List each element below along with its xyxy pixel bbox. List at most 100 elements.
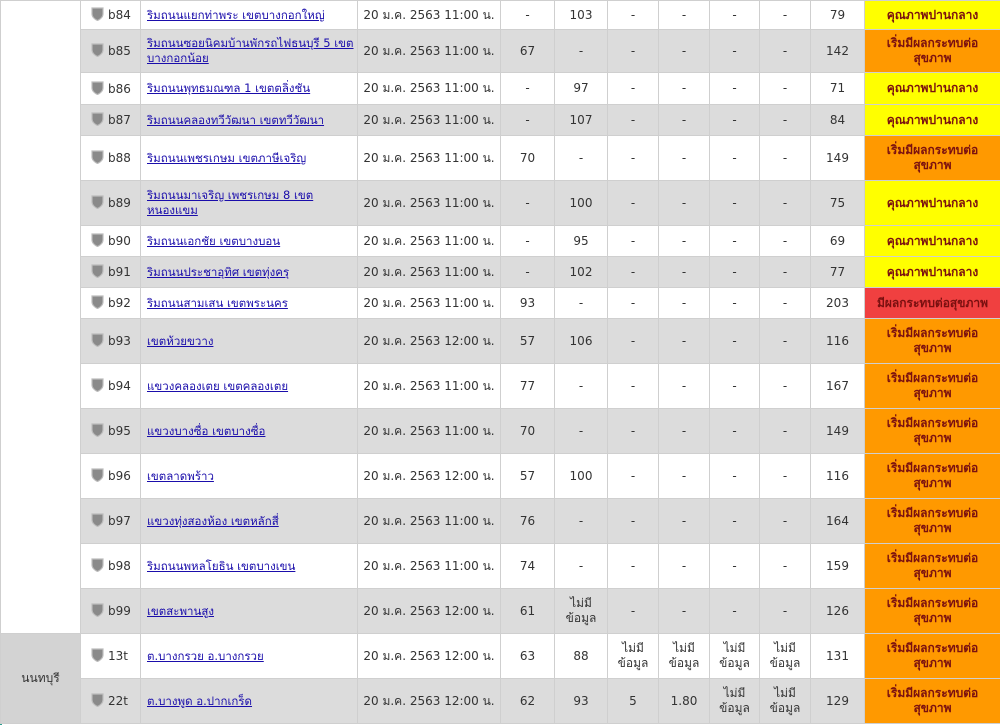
- pollutant-value: ไม่มี ข้อมูล: [759, 633, 811, 679]
- station-id: b85: [80, 29, 141, 73]
- pollutant-value: -: [709, 363, 760, 409]
- pollutant-value: 67: [500, 29, 555, 73]
- table-row: b96 เขตลาดพร้าว 20 ม.ค. 2563 12:00 น. 57 100…: [1, 453, 1000, 499]
- station-location-link[interactable]: ริมถนนประชาอุทิศ เขตทุ่งครุ: [147, 264, 290, 279]
- pollutant-value: -: [759, 29, 811, 73]
- pollutant-value: -: [709, 225, 760, 257]
- status-badge: คุณภาพปานกลาง: [864, 180, 1000, 226]
- pollutant-value: 93: [500, 287, 555, 319]
- pollutant-value: -: [759, 72, 811, 105]
- station-location-link[interactable]: แขวงบางซื่อ เขตบางซื่อ: [147, 423, 266, 438]
- station-location-link[interactable]: แขวงคลองเตย เขตคลองเตย: [147, 378, 289, 393]
- status-badge: คุณภาพปานกลาง: [864, 72, 1000, 105]
- location-cell: แขวงทุ่งสองห้อง เขตหลักสี่: [140, 498, 358, 544]
- shield-icon: [91, 112, 104, 127]
- measurement-date: 20 ม.ค. 2563 12:00 น.: [357, 678, 501, 724]
- pollutant-value: -: [554, 287, 608, 319]
- aqi-value: 71: [810, 72, 865, 105]
- pollutant-value: 76: [500, 498, 555, 544]
- pollutant-value: -: [607, 180, 659, 226]
- pollutant-value: ไม่มี ข้อมูล: [759, 678, 811, 724]
- pollutant-value: -: [658, 588, 710, 634]
- location-cell: ริมถนนเอกชัย เขตบางบอน: [140, 225, 358, 257]
- status-badge: เริ่มมีผลกระทบต่อสุขภาพ: [864, 135, 1000, 181]
- table-row: b99 เขตสะพานสูง 20 ม.ค. 2563 12:00 น. 61 ไม่…: [1, 588, 1000, 634]
- pollutant-value: -: [759, 104, 811, 136]
- pollutant-value: ไม่มี ข้อมูล: [658, 633, 710, 679]
- pollutant-value: -: [658, 180, 710, 226]
- shield-icon: [91, 150, 104, 165]
- table-row: b95 แขวงบางซื่อ เขตบางซื่อ 20 ม.ค. 2563 11…: [1, 408, 1000, 454]
- station-location-link[interactable]: เขตห้วยขวาง: [147, 333, 214, 348]
- pollutant-value: -: [759, 225, 811, 257]
- shield-icon: [91, 333, 104, 348]
- station-location-link[interactable]: ริมถนนซอยนิคมบ้านพักรถไฟธนบุรี 5 เขตบางก…: [147, 36, 354, 65]
- pollutant-value: -: [554, 363, 608, 409]
- shield-icon: [91, 693, 104, 708]
- station-id: b89: [80, 180, 141, 226]
- pollutant-value: -: [709, 498, 760, 544]
- station-location-link[interactable]: ริมถนนเพชรเกษม เขตภาษีเจริญ: [147, 150, 307, 165]
- location-cell: แขวงบางซื่อ เขตบางซื่อ: [140, 408, 358, 454]
- pollutant-value: -: [709, 180, 760, 226]
- location-cell: ริมถนนพุทธมณฑล 1 เขตตลิ่งชัน: [140, 72, 358, 105]
- station-location-link[interactable]: ริมถนนแยกท่าพระ เขตบางกอกใหญ่: [147, 7, 325, 22]
- status-badge: คุณภาพปานกลาง: [864, 256, 1000, 288]
- station-id: b93: [80, 318, 141, 364]
- station-location-link[interactable]: แขวงทุ่งสองห้อง เขตหลักสี่: [147, 513, 279, 528]
- measurement-date: 20 ม.ค. 2563 11:00 น.: [357, 180, 501, 226]
- location-cell: ริมถนนซอยนิคมบ้านพักรถไฟธนบุรี 5 เขตบางก…: [140, 29, 358, 73]
- pollutant-value: -: [607, 498, 659, 544]
- shield-icon: [91, 513, 104, 528]
- status-badge: เริ่มมีผลกระทบต่อสุขภาพ: [864, 363, 1000, 409]
- pollutant-value: -: [658, 135, 710, 181]
- pollutant-value: -: [607, 588, 659, 634]
- pollutant-value: -: [500, 104, 555, 136]
- aqi-value: 126: [810, 588, 865, 634]
- station-id-label: b91: [108, 265, 131, 279]
- station-location-link[interactable]: เขตสะพานสูง: [147, 603, 214, 618]
- pollutant-value: -: [709, 256, 760, 288]
- station-location-link[interactable]: ต.บางกรวย อ.บางกรวย: [147, 648, 264, 663]
- pollutant-value: -: [709, 588, 760, 634]
- table-row: b98 ริมถนนพหลโยธิน เขตบางเขน 20 ม.ค. 2563 …: [1, 543, 1000, 589]
- aqi-value: 84: [810, 104, 865, 136]
- station-location-link[interactable]: ริมถนนเอกชัย เขตบางบอน: [147, 233, 281, 248]
- station-id-label: 13t: [108, 649, 128, 663]
- pollutant-value: -: [759, 498, 811, 544]
- pollutant-value: -: [607, 408, 659, 454]
- aqi-value: 69: [810, 225, 865, 257]
- station-location-link[interactable]: ต.บางพูด อ.ปากเกร็ด: [147, 693, 253, 708]
- pollutant-value: -: [607, 72, 659, 105]
- aqi-value: 159: [810, 543, 865, 589]
- station-location-link[interactable]: ริมถนนพหลโยธิน เขตบางเขน: [147, 558, 296, 573]
- station-location-link[interactable]: ริมถนนสามเสน เขตพระนคร: [147, 295, 288, 310]
- pollutant-value: -: [607, 0, 659, 30]
- measurement-date: 20 ม.ค. 2563 11:00 น.: [357, 363, 501, 409]
- pollutant-value: -: [709, 72, 760, 105]
- station-id-label: b89: [108, 196, 131, 210]
- shield-icon: [91, 295, 104, 310]
- station-location-link[interactable]: ริมถนนมาเจริญ เพชรเกษม 8 เขตหนองแขม: [147, 188, 314, 217]
- station-location-link[interactable]: ริมถนนพุทธมณฑล 1 เขตตลิ่งชัน: [147, 81, 311, 95]
- status-badge: เริ่มมีผลกระทบต่อสุขภาพ: [864, 543, 1000, 589]
- station-id: 13t: [80, 633, 141, 679]
- measurement-date: 20 ม.ค. 2563 12:00 น.: [357, 633, 501, 679]
- station-id-label: b97: [108, 514, 131, 528]
- pollutant-value: -: [759, 408, 811, 454]
- measurement-date: 20 ม.ค. 2563 11:00 น.: [357, 0, 501, 30]
- table-row: นนทบุรี 13t ต.บางกรวย อ.บางกรวย 20 ม.ค. 256…: [0, 633, 1000, 724]
- pollutant-value: -: [607, 135, 659, 181]
- pollutant-value: ไม่มี ข้อมูล: [709, 678, 760, 724]
- table-row: b84 ริมถนนแยกท่าพระ เขตบางกอกใหญ่ 20 ม.ค. …: [0, 0, 1000, 634]
- station-id-label: b95: [108, 424, 131, 438]
- shield-icon: [91, 648, 104, 663]
- station-id: b95: [80, 408, 141, 454]
- pollutant-value: 74: [500, 543, 555, 589]
- station-id: b96: [80, 453, 141, 499]
- station-location-link[interactable]: ริมถนนคลองทวีวัฒนา เขตทวีวัฒนา: [147, 112, 325, 127]
- aqi-value: 149: [810, 135, 865, 181]
- pollutant-value: -: [759, 0, 811, 30]
- table-row: b86 ริมถนนพุทธมณฑล 1 เขตตลิ่งชัน 20 ม.ค. 2…: [1, 72, 1000, 105]
- station-location-link[interactable]: เขตลาดพร้าว: [147, 468, 214, 483]
